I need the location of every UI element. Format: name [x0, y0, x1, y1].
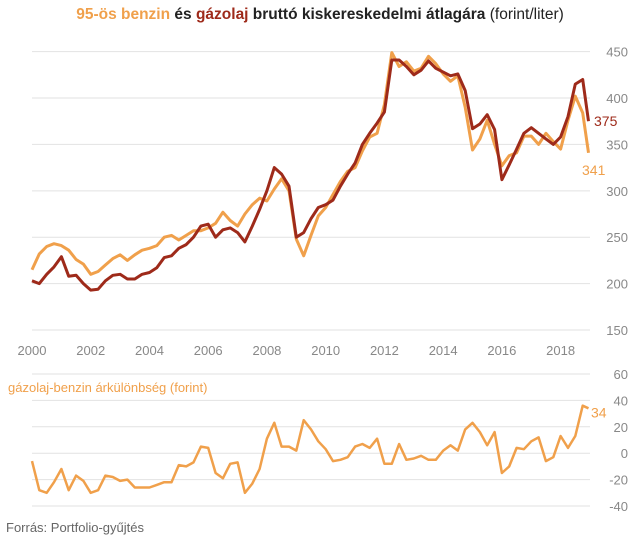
series-line-benzin [30, 51, 590, 276]
x-tick-label: 2018 [546, 343, 575, 358]
end-label-gazolaj: 375 [594, 113, 618, 129]
series-line-diff [30, 404, 590, 495]
y-tick-label: -20 [609, 473, 628, 488]
title-unit: (forint/liter) [485, 6, 564, 23]
x-tick-label: 2016 [487, 343, 516, 358]
y-tick-label: 200 [606, 277, 628, 292]
x-tick-label: 2012 [370, 343, 399, 358]
x-tick-label: 2004 [135, 343, 164, 358]
x-tick-label: 2000 [18, 343, 47, 358]
y-tick-label: 400 [606, 91, 628, 106]
title-connector: és [170, 6, 196, 23]
y-tick-label: 60 [614, 367, 628, 382]
series-line-gazolaj [31, 58, 590, 292]
y-tick-label: 350 [606, 137, 628, 152]
x-tick-label: 2008 [252, 343, 281, 358]
x-tick-label: 2010 [311, 343, 340, 358]
y-tick-label: 20 [614, 420, 628, 435]
y-tick-label: 150 [606, 323, 628, 338]
x-tick-label: 2006 [194, 343, 223, 358]
title-gazolaj: gázolaj [195, 6, 249, 23]
y-tick-label: 40 [614, 393, 628, 408]
end-label-benzin: 341 [582, 162, 606, 178]
end-label-diff: 34 [591, 404, 607, 420]
y-tick-label: 300 [606, 184, 628, 199]
y-tick-label: -40 [609, 499, 628, 514]
chart-title: 95-ös benzin és gázolaj bruttó kiskeresk… [0, 6, 640, 24]
x-tick-label: 2002 [76, 343, 105, 358]
title-benzin: 95-ös benzin [76, 6, 171, 23]
y-tick-label: 250 [606, 230, 628, 245]
lower-chart-title: gázolaj-benzin árkülönbség (forint) [8, 380, 207, 395]
title-main: bruttó kiskereskedelmi átlagára [248, 6, 486, 23]
source-note: Forrás: Portfolio-gyűjtés [6, 520, 144, 535]
y-tick-label: 450 [606, 45, 628, 60]
y-tick-label: 0 [621, 446, 628, 461]
x-tick-label: 2014 [429, 343, 458, 358]
